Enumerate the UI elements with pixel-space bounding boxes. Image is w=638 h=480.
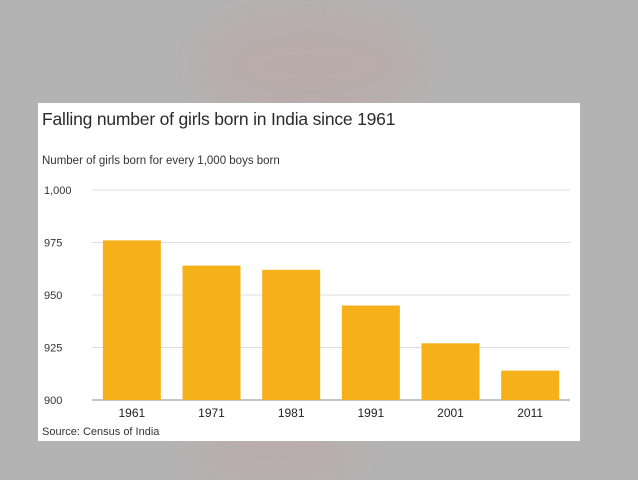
x-tick-label: 1991 bbox=[357, 406, 384, 420]
bar bbox=[501, 370, 560, 400]
y-tick-label: 900 bbox=[44, 395, 62, 407]
bar bbox=[262, 269, 321, 400]
y-tick-label: 925 bbox=[44, 343, 62, 355]
chart-card: Falling number of girls born in India si… bbox=[38, 103, 580, 441]
bar bbox=[341, 305, 400, 400]
bar bbox=[182, 265, 241, 400]
y-tick-label: 975 bbox=[44, 238, 62, 250]
chart-title: Falling number of girls born in India si… bbox=[42, 109, 396, 129]
x-tick-label: 1981 bbox=[278, 406, 305, 420]
bar-chart: 1,000 975 950 925 900 1961 1971 1981 1991 2001 201… bbox=[44, 185, 570, 420]
y-tick-label: 950 bbox=[44, 290, 62, 302]
x-tick-label: 1971 bbox=[198, 406, 225, 420]
chart-source: Source: Census of India bbox=[42, 426, 160, 438]
chart-subtitle: Number of girls born for every 1,000 boy… bbox=[42, 155, 280, 167]
x-tick-label: 1961 bbox=[118, 406, 145, 420]
bar bbox=[102, 240, 161, 400]
background-photo bbox=[200, 10, 420, 120]
x-tick-label: 2001 bbox=[437, 406, 464, 420]
bar bbox=[421, 343, 480, 400]
y-tick-label: 1,000 bbox=[44, 185, 72, 197]
x-tick-label: 2011 bbox=[517, 406, 543, 420]
